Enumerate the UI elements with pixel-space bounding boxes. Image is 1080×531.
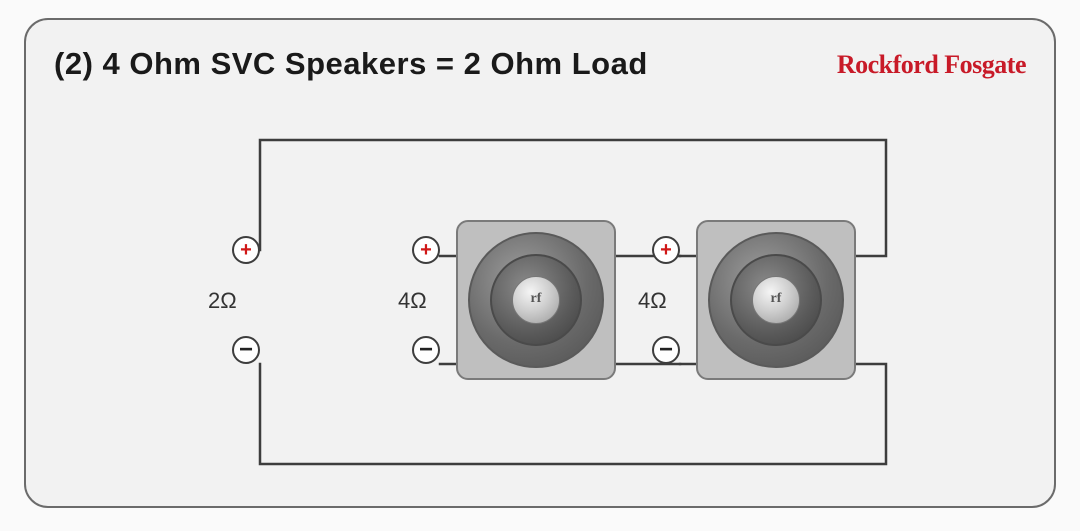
- speaker-dust-cap: rf: [512, 276, 560, 324]
- minus-icon: −: [659, 338, 673, 362]
- diagram-frame: (2) 4 Ohm SVC Speakers = 2 Ohm Load Rock…: [24, 18, 1056, 508]
- source-negative-terminal: −: [232, 336, 260, 364]
- speaker-logo-icon: rf: [531, 291, 542, 307]
- speaker-2-negative-terminal: −: [652, 336, 680, 364]
- minus-icon: −: [419, 338, 433, 362]
- speaker-1-impedance-label: 4Ω: [398, 288, 427, 314]
- speaker-1: rf: [456, 220, 616, 380]
- plus-icon: +: [420, 240, 432, 260]
- speaker-logo-icon: rf: [771, 291, 782, 307]
- source-positive-terminal: +: [232, 236, 260, 264]
- speaker-1-positive-terminal: +: [412, 236, 440, 264]
- speaker-dust-cap: rf: [752, 276, 800, 324]
- speaker-2: rf: [696, 220, 856, 380]
- speaker-2-impedance-label: 4Ω: [638, 288, 667, 314]
- plus-icon: +: [240, 240, 252, 260]
- minus-icon: −: [239, 338, 253, 362]
- source-impedance-label: 2Ω: [208, 288, 237, 314]
- speaker-2-positive-terminal: +: [652, 236, 680, 264]
- plus-icon: +: [660, 240, 672, 260]
- speaker-1-negative-terminal: −: [412, 336, 440, 364]
